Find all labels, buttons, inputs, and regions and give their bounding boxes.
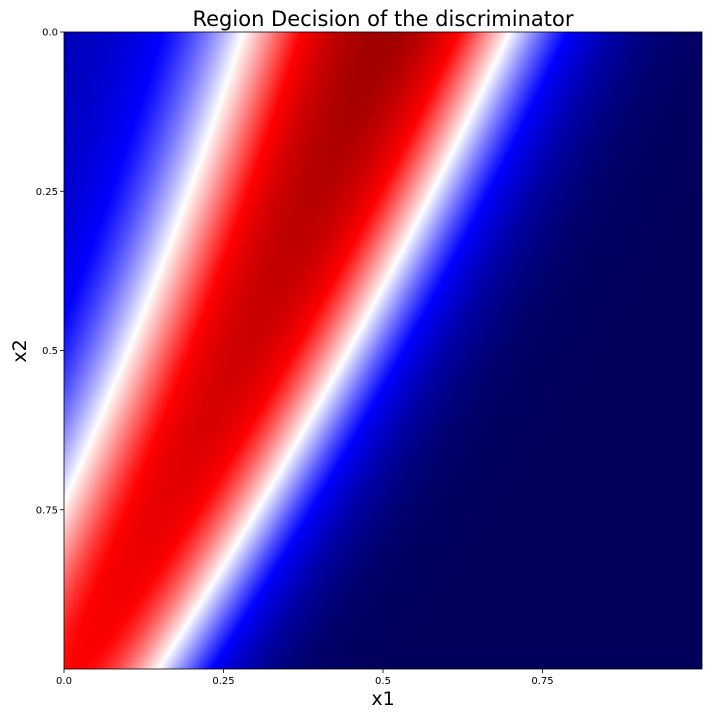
heatmap-image bbox=[64, 32, 702, 669]
x-tick-label: 0.0 bbox=[56, 676, 72, 687]
y-tick-label: 0.0 bbox=[42, 28, 58, 39]
y-tick-label: 0.75 bbox=[36, 505, 58, 516]
x-axis-ticks: 0.0 0.25 0.5 0.75 bbox=[56, 669, 554, 687]
y-tick-label: 0.5 bbox=[42, 346, 58, 357]
x-tick-label: 0.5 bbox=[375, 676, 391, 687]
chart-title: Region Decision of the discriminator bbox=[192, 7, 573, 31]
y-tick-label: 0.25 bbox=[36, 187, 58, 198]
y-axis-label: x2 bbox=[9, 339, 31, 362]
y-axis-ticks: 0.0 0.25 0.5 0.75 bbox=[36, 28, 64, 516]
x-axis-label: x1 bbox=[371, 688, 394, 710]
x-tick-label: 0.75 bbox=[531, 676, 553, 687]
x-tick-label: 0.25 bbox=[212, 676, 234, 687]
plot-area bbox=[63, 31, 703, 670]
